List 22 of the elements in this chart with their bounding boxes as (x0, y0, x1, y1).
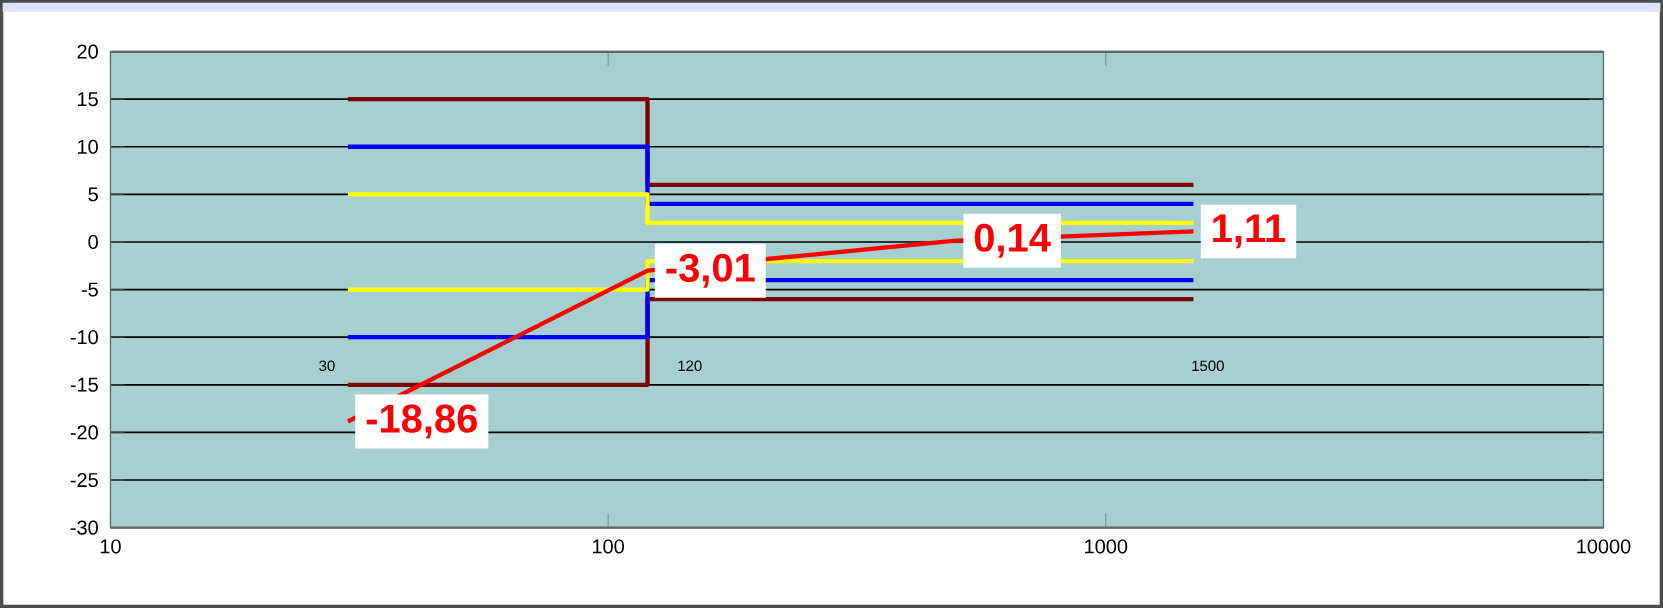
data-label: -3,01 (666, 253, 755, 288)
y-tick-label: 5 (88, 187, 98, 202)
y-tick-label: 10 (78, 139, 98, 154)
annotation: 120 (678, 360, 702, 372)
y-tick-label: 0 (88, 234, 98, 250)
data-label: 0,14 (974, 223, 1051, 258)
annotation: 1500 (1192, 360, 1224, 372)
y-tick-label: 15 (78, 92, 98, 107)
x-tick-label: 10 (100, 539, 121, 554)
annotation: 30 (319, 360, 335, 372)
x-tick-label: 1000 (1085, 539, 1128, 554)
data-label: 1,11 (1213, 214, 1286, 249)
y-tick-label: -20 (70, 425, 98, 440)
data-label: -18,86 (366, 404, 477, 439)
y-tick-label: -15 (70, 377, 98, 392)
y-tick-label: -30 (70, 520, 98, 535)
x-tick-label: 10000 (1577, 539, 1631, 554)
y-tick-label: -25 (70, 472, 98, 488)
y-tick-label: -10 (70, 330, 98, 345)
y-tick-label: 20 (77, 44, 98, 59)
x-tick-label: 100 (592, 539, 624, 554)
y-tick-label: -5 (81, 282, 98, 297)
